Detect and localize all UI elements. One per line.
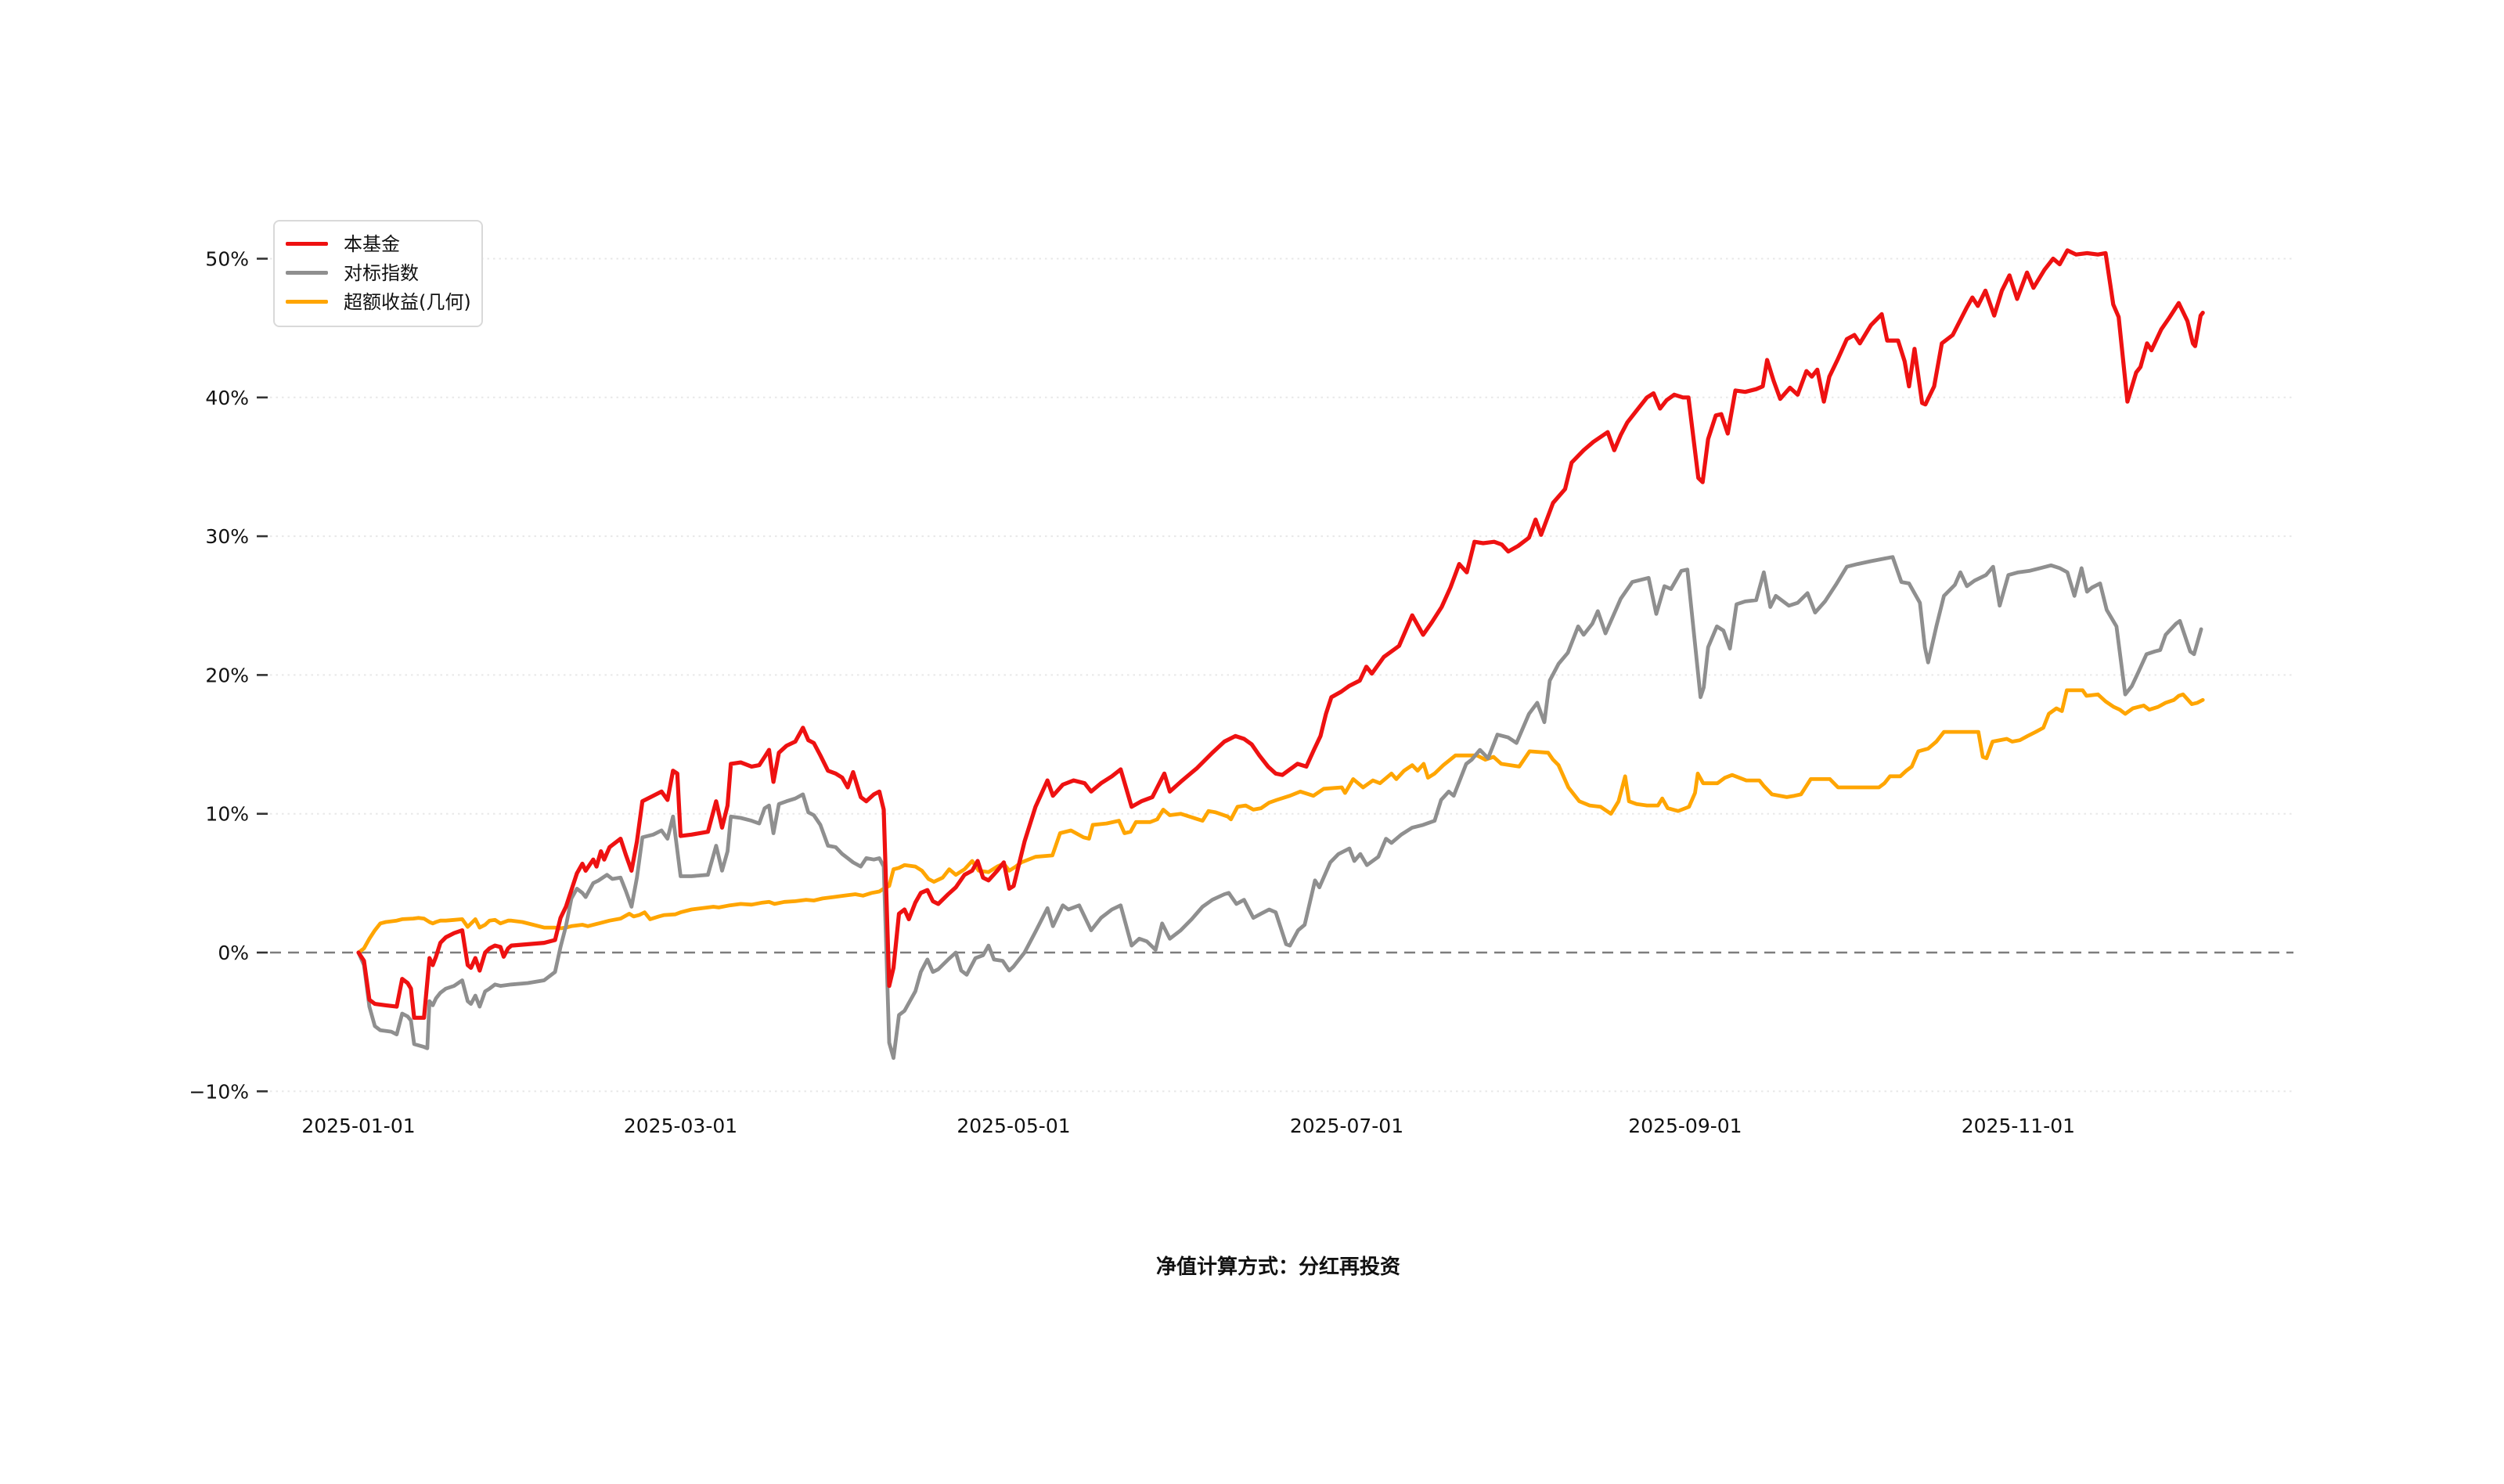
series-line-fund — [356, 248, 2205, 1020]
legend-item-benchmark: 对标指数 — [286, 258, 470, 287]
legend-label-benchmark: 对标指数 — [344, 261, 419, 284]
series-line-excess — [356, 688, 2205, 955]
legend-label-excess-return: 超额收益(几何) — [344, 290, 471, 313]
series-line-benchmark — [356, 555, 2203, 1061]
y-axis-label: 30% — [205, 525, 249, 548]
y-axis-label: 10% — [205, 803, 249, 826]
y-axis-label: 20% — [205, 664, 249, 686]
y-axis-label: 0% — [218, 942, 249, 964]
x-axis-label: 2025-09-01 — [1628, 1115, 1742, 1137]
x-axis-label: 2025-03-01 — [624, 1115, 737, 1137]
y-axis-label: 40% — [205, 387, 249, 409]
excess-line-swatch-icon — [286, 300, 328, 304]
x-axis-label: 2025-01-01 — [301, 1115, 415, 1137]
legend-item-excess-return: 超额收益(几何) — [286, 287, 471, 316]
benchmark-line-swatch-icon — [286, 271, 328, 275]
nav-calculation-footnote: 净值计算方式：分红再投资 — [1155, 1255, 1401, 1279]
y-axis-label: −10% — [189, 1080, 249, 1103]
x-axis-label: 2025-05-01 — [957, 1115, 1070, 1137]
legend-label-fund: 本基金 — [344, 232, 400, 255]
y-axis-label: 50% — [205, 248, 249, 271]
chart-legend: 本基金 对标指数 超额收益(几何) — [273, 220, 483, 327]
x-axis-label: 2025-11-01 — [1962, 1115, 2075, 1137]
legend-item-fund: 本基金 — [286, 229, 470, 258]
x-axis-label: 2025-07-01 — [1290, 1115, 1403, 1137]
fund-line-swatch-icon — [286, 242, 328, 246]
